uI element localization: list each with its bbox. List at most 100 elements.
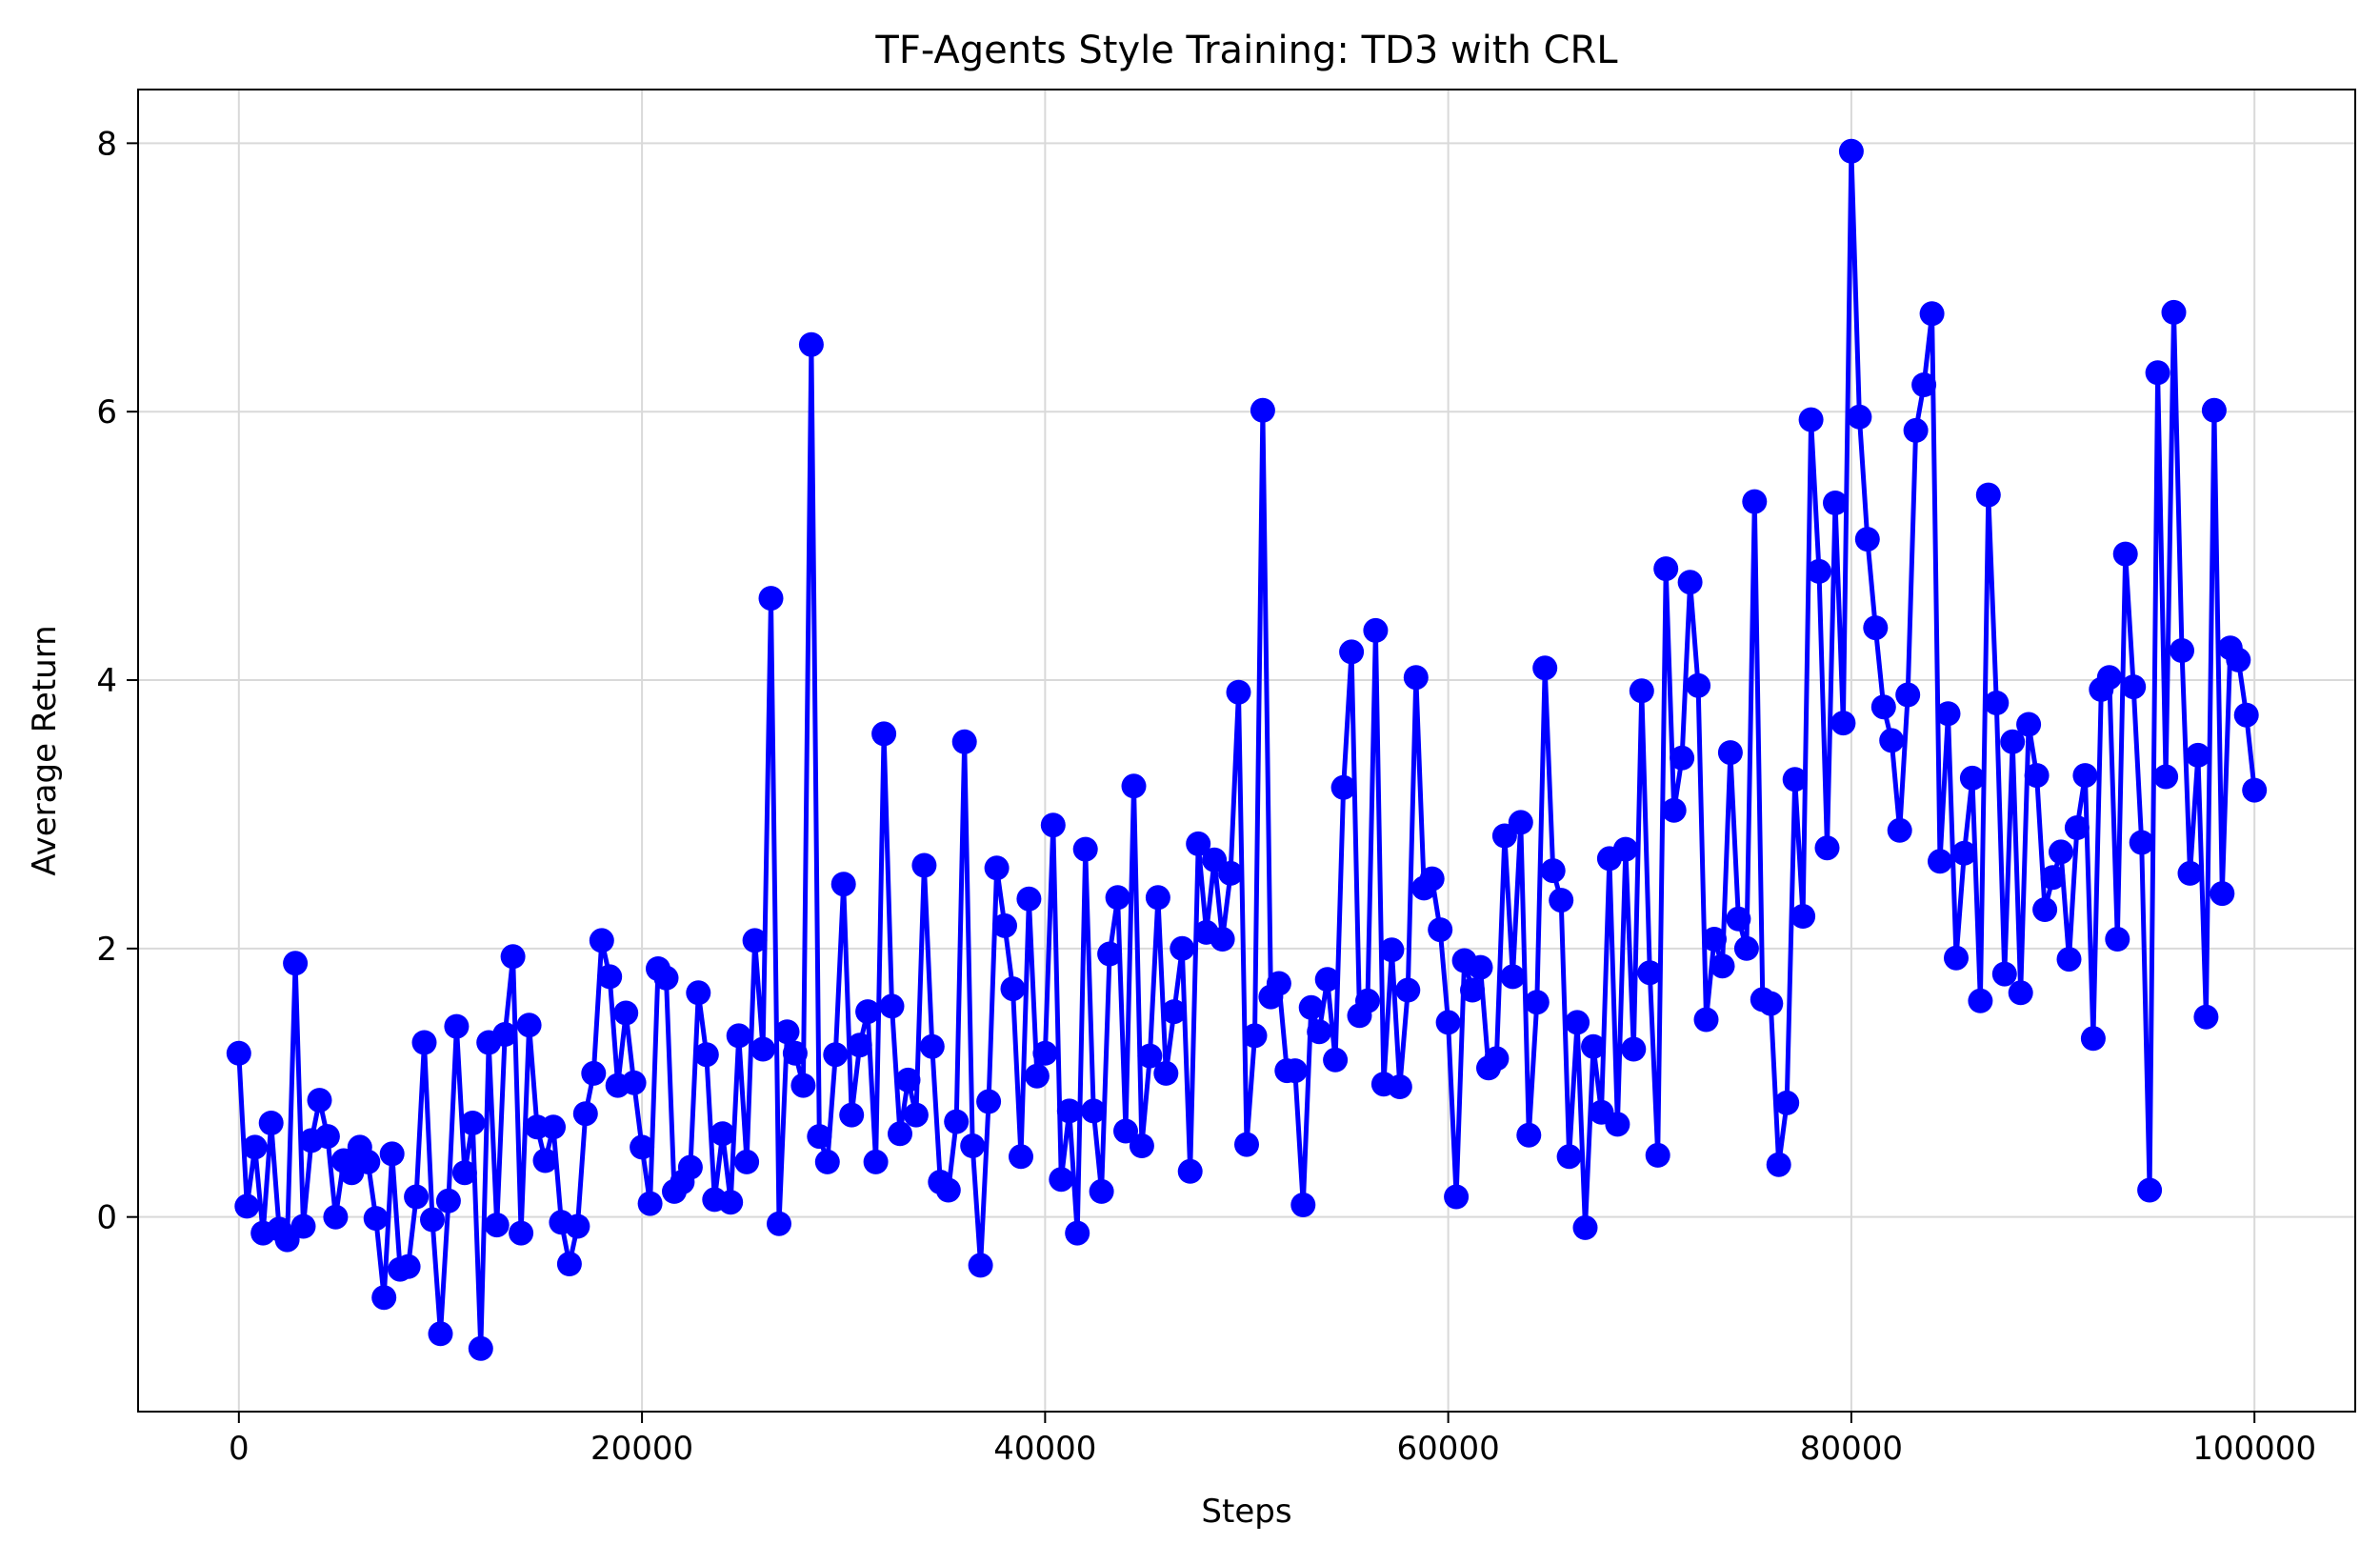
data-point — [960, 1133, 986, 1158]
data-point — [1403, 665, 1429, 691]
data-point — [2121, 674, 2147, 700]
data-point — [2056, 947, 2082, 972]
data-point — [1145, 885, 1170, 911]
data-point — [1387, 1074, 1412, 1099]
data-point — [1056, 1098, 1082, 1124]
data-point — [935, 1177, 961, 1203]
data-point — [1161, 999, 1187, 1025]
data-point — [888, 1121, 912, 1147]
data-point — [1863, 615, 1889, 641]
data-point — [1807, 558, 1831, 584]
data-point — [1605, 1112, 1630, 1137]
data-point — [1637, 960, 1663, 986]
data-point — [767, 1211, 791, 1236]
data-point — [1428, 917, 1453, 943]
data-point — [782, 1040, 808, 1066]
data-point — [1339, 639, 1365, 665]
data-point — [1000, 976, 1026, 1002]
data-point — [1009, 1144, 1033, 1170]
data-point — [395, 1253, 421, 1279]
data-point — [2112, 541, 2138, 567]
data-point — [1935, 701, 1961, 727]
y-tick-label: 6 — [96, 393, 117, 431]
data-point — [1975, 482, 2001, 508]
data-point — [226, 1040, 251, 1066]
data-point — [2161, 299, 2187, 325]
data-point — [404, 1184, 430, 1210]
data-point — [718, 1190, 744, 1215]
data-point — [1790, 904, 1816, 929]
data-point — [630, 1134, 655, 1160]
data-point — [863, 1149, 889, 1174]
data-point — [2049, 839, 2073, 865]
data-point — [1944, 945, 1969, 971]
data-point — [1113, 1118, 1138, 1144]
data-point — [726, 1023, 751, 1049]
data-point — [1266, 971, 1291, 996]
y-tick-label: 0 — [96, 1199, 117, 1237]
data-point — [258, 1111, 284, 1135]
x-tick-label: 80000 — [1800, 1430, 1903, 1468]
data-point — [1661, 797, 1687, 823]
data-point — [895, 1067, 921, 1093]
data-point — [790, 1073, 816, 1098]
data-point — [1758, 991, 1784, 1016]
data-point — [1330, 774, 1356, 800]
series-layer — [226, 138, 2268, 1361]
data-point — [589, 928, 614, 953]
data-point — [290, 1213, 316, 1239]
data-point — [1363, 617, 1389, 643]
data-point — [2096, 665, 2122, 691]
data-point — [1298, 994, 1324, 1020]
data-point — [1435, 1010, 1461, 1035]
data-point — [1210, 927, 1235, 952]
data-point — [1742, 489, 1768, 514]
data-point — [1919, 301, 1945, 327]
data-point — [2201, 397, 2227, 423]
data-point — [1089, 1178, 1114, 1204]
data-point — [1782, 767, 1808, 792]
data-point — [581, 1060, 607, 1086]
data-point — [1823, 491, 1848, 515]
data-point — [1121, 773, 1147, 799]
data-point — [1959, 765, 1985, 791]
data-point — [1419, 866, 1445, 892]
data-point — [2032, 897, 2058, 922]
data-point — [2233, 702, 2259, 728]
data-point — [283, 951, 309, 976]
y-tick-label: 4 — [96, 662, 117, 700]
data-point — [1717, 740, 1743, 766]
x-tick-label: 60000 — [1397, 1430, 1500, 1468]
data-point — [1581, 1033, 1606, 1059]
data-point — [2129, 830, 2154, 855]
x-tick-label: 20000 — [590, 1430, 693, 1468]
data-point — [1218, 860, 1244, 886]
data-point — [2016, 712, 2042, 737]
data-point — [686, 980, 711, 1006]
data-point — [379, 1141, 405, 1167]
data-point — [516, 1013, 542, 1038]
data-point — [823, 1042, 849, 1068]
data-point — [984, 855, 1010, 881]
data-point — [1733, 935, 1759, 961]
data-point — [1032, 1040, 1058, 1066]
data-point — [951, 729, 977, 754]
data-point — [451, 1160, 477, 1186]
data-point — [2193, 1004, 2219, 1030]
data-point — [847, 1033, 872, 1058]
data-point — [1137, 1043, 1163, 1069]
data-point — [2024, 763, 2050, 789]
data-point — [976, 1089, 1002, 1114]
data-point — [992, 912, 1017, 938]
data-point — [1693, 1007, 1719, 1033]
data-point — [1670, 745, 1695, 771]
data-point — [1928, 849, 1952, 874]
data-point — [677, 1154, 703, 1180]
data-point — [1968, 988, 1993, 1013]
data-point — [871, 721, 897, 747]
data-point — [1532, 655, 1558, 681]
data-point — [1355, 988, 1380, 1013]
data-point — [572, 1101, 598, 1127]
data-point — [2008, 980, 2033, 1006]
